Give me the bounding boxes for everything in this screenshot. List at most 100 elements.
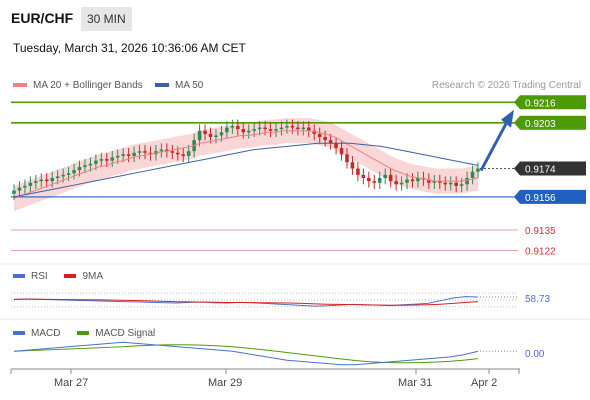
- candle-body: [367, 178, 371, 182]
- candle-body: [328, 140, 333, 144]
- candle-body: [394, 181, 398, 185]
- candle-body: [306, 127, 311, 131]
- candle-body: [77, 166, 82, 171]
- candle-body: [44, 179, 49, 182]
- candle-body: [405, 179, 409, 183]
- candle-body: [432, 181, 437, 183]
- candle-body: [132, 152, 136, 156]
- forecast-arrow-head: [501, 109, 514, 128]
- candle-body: [470, 171, 475, 178]
- rsi-label: RSI: [31, 271, 48, 282]
- candle-body: [317, 133, 322, 137]
- candle-body: [399, 182, 404, 185]
- macd-label: MACD: [31, 328, 61, 339]
- candle-body: [410, 179, 415, 182]
- candle-body: [175, 152, 180, 155]
- candle-body: [312, 130, 317, 134]
- candle-body: [148, 152, 153, 155]
- candle-body: [186, 151, 191, 156]
- macd-panel: [13, 341, 518, 366]
- support-1-tag: 0.9156: [525, 193, 556, 204]
- candle-body: [236, 125, 240, 130]
- candle-body: [334, 143, 338, 149]
- rsi-ma-label: 9MA: [82, 271, 104, 282]
- candle-body: [257, 127, 262, 130]
- candle-body: [285, 125, 289, 128]
- candle-body: [23, 185, 27, 188]
- candle-body: [115, 155, 120, 158]
- candle-body: [383, 174, 387, 178]
- candle-body: [246, 130, 251, 133]
- candle-body: [437, 181, 442, 183]
- forecast-arrow-shaft: [479, 123, 508, 172]
- timestamp: Tuesday, March 31, 2026 10:36:06 AM CET: [13, 41, 246, 55]
- candle-body: [219, 132, 224, 136]
- macd-signal-swatch: [77, 331, 90, 336]
- candle-body: [377, 178, 382, 183]
- candle-body: [55, 176, 60, 178]
- macd-legend: MACD MACD Signal: [13, 328, 155, 339]
- candle-body: [72, 170, 76, 174]
- legend-ma20-label: MA 20 + Bollinger Bands: [33, 80, 143, 91]
- candle-body: [12, 190, 16, 194]
- resistance-2-tag-bg: [514, 95, 586, 110]
- legend-ma50: MA 50: [155, 80, 203, 91]
- rsi-swatch: [13, 274, 25, 279]
- candle-body: [230, 125, 235, 128]
- candle-body: [339, 148, 344, 155]
- candle-body: [170, 151, 175, 153]
- candle-body: [268, 129, 273, 131]
- rsi-panel: [11, 292, 518, 308]
- candle-body: [105, 159, 109, 161]
- candle-body: [121, 154, 125, 156]
- candle-body: [126, 154, 131, 156]
- candle-body: [159, 149, 164, 152]
- candle-body: [356, 168, 360, 175]
- candle-body: [459, 184, 464, 186]
- candle-body: [252, 129, 256, 131]
- candle-body: [476, 168, 480, 172]
- timeframe-badge[interactable]: 30 MIN: [81, 7, 132, 31]
- candle-body: [465, 178, 469, 185]
- macd-value: 0.00: [525, 349, 545, 360]
- candle-body: [197, 130, 202, 141]
- bollinger-bands: [14, 118, 478, 212]
- macd-line: [13, 341, 479, 366]
- candle-body: [214, 135, 218, 137]
- candle-body: [66, 173, 71, 175]
- candle-body: [301, 127, 306, 130]
- current-price-tag: 0.9174: [525, 165, 556, 176]
- candle-body: [137, 151, 142, 153]
- ma50-swatch: [155, 83, 169, 88]
- x-tick-label: Apr 2: [471, 377, 498, 389]
- candle-body: [388, 174, 393, 182]
- rsi-ma-swatch: [64, 274, 77, 279]
- macd-swatch: [13, 331, 25, 336]
- candle-body: [416, 178, 420, 182]
- candle-body: [290, 125, 295, 128]
- candle-body: [165, 149, 169, 152]
- candle-body: [350, 162, 355, 169]
- candle-body: [34, 181, 38, 183]
- support-2-tag: 0.9135: [525, 226, 556, 237]
- support-1-tag-bg: [514, 189, 586, 204]
- candle-body: [39, 179, 44, 182]
- legend-ma50-label: MA 50: [175, 80, 204, 91]
- candle-body: [110, 157, 115, 161]
- rsi-ma-line: [13, 298, 479, 306]
- rsi-value: 58.73: [525, 294, 551, 305]
- candle-body: [225, 127, 229, 133]
- moving-averages: [13, 130, 479, 199]
- currency-pair-title: EUR/CHF: [11, 10, 74, 26]
- candle-body: [61, 174, 65, 177]
- candle-body: [279, 127, 284, 130]
- macd-signal-label: MACD Signal: [95, 328, 156, 339]
- ma20-swatch: [13, 83, 27, 88]
- resistance-1-tag-bg: [514, 115, 586, 130]
- candle-body: [443, 182, 448, 185]
- x-tick-label: Mar 31: [398, 377, 433, 389]
- candle-body: [241, 129, 246, 133]
- candle-body: [448, 182, 453, 185]
- candle-body: [323, 137, 327, 141]
